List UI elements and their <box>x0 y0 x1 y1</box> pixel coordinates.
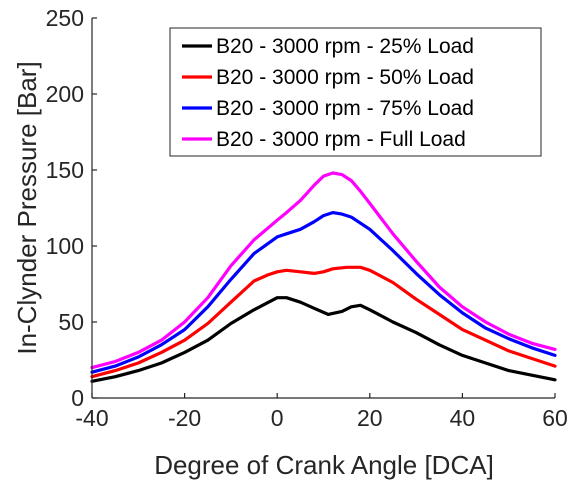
legend-items: B20 - 3000 rpm - 25% Load B20 - 3000 rpm … <box>182 35 474 151</box>
series-line-2 <box>90 265 557 379</box>
legend-label-1: B20 - 3000 rpm - 25% Load <box>216 35 474 58</box>
x-axis-label: Degree of Crank Angle [DCA] <box>154 450 494 480</box>
x-tick-label: -40 <box>75 405 108 431</box>
series-line-1 <box>90 296 557 383</box>
y-tick-label: 150 <box>46 157 84 183</box>
legend: B20 - 3000 rpm - 25% Load B20 - 3000 rpm … <box>169 27 542 157</box>
series-line-4 <box>90 171 557 370</box>
series-line-3 <box>90 211 557 374</box>
x-tick-label: 20 <box>357 405 383 431</box>
x-tick-label: 60 <box>542 405 568 431</box>
legend-label-3: B20 - 3000 rpm - 75% Load <box>216 97 474 120</box>
y-axis-label: In-Clynder Pressure [Bar] <box>12 61 42 354</box>
x-tick-label: 0 <box>271 405 284 431</box>
y-tick-label: 250 <box>46 5 84 31</box>
x-tick-label: 40 <box>450 405 476 431</box>
y-tick-label: 0 <box>71 385 84 411</box>
y-tick-label: 100 <box>46 233 84 259</box>
legend-box <box>169 27 542 157</box>
x-tick-label: -20 <box>168 405 201 431</box>
legend-label-2: B20 - 3000 rpm - 50% Load <box>216 66 474 89</box>
series-layer <box>90 171 557 383</box>
y-tick-label: 50 <box>58 309 84 335</box>
ticks-layer: -40 -20 0 20 40 60 0 50 100 150 200 250 <box>46 5 568 431</box>
y-tick-label: 200 <box>46 81 84 107</box>
legend-label-4: B20 - 3000 rpm - Full Load <box>216 128 466 151</box>
axes-layer <box>91 18 555 399</box>
